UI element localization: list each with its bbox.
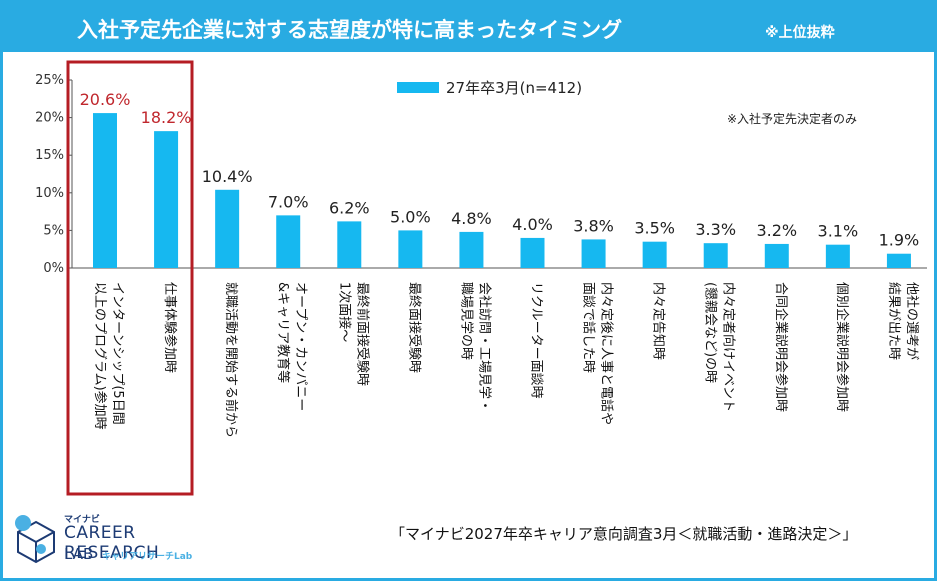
y-tick-label: 0% <box>43 261 64 276</box>
highlight-box <box>66 60 194 496</box>
bar-value-label: 3.5% <box>634 219 675 238</box>
category-label: 内々定後に人事と電話や <box>599 282 615 425</box>
category-label: &キャリア教育等 <box>275 282 291 383</box>
category-label: リクルーター面談時 <box>529 282 545 399</box>
category-label: インターンシップ(5日間 <box>110 282 125 425</box>
category-label: 合同企業説明会参加時 <box>773 282 789 412</box>
chart-subtitle: ※上位抜粋 <box>765 24 835 41</box>
category-label: 以上のプログラム)参加時 <box>92 282 108 430</box>
legend: 27年卒3月(n=412) <box>397 79 582 97</box>
bar-value-label: 7.0% <box>268 192 309 211</box>
bar-value-label: 6.2% <box>329 198 370 217</box>
bar <box>825 244 850 268</box>
bar <box>581 239 606 268</box>
category-label: 面談で話した時 <box>581 282 597 373</box>
bars-group <box>93 113 911 268</box>
bar <box>398 230 423 268</box>
bar-value-label: 3.2% <box>756 221 797 240</box>
footnote: ※入社予定先決定者のみ <box>727 112 858 126</box>
category-label: 個別企業説明会参加時 <box>834 282 850 412</box>
bar-value-label: 4.0% <box>512 215 553 234</box>
bar-value-label: 3.8% <box>573 216 614 235</box>
bar <box>520 237 545 268</box>
bar <box>642 241 667 268</box>
chart-title: 入社予定先企業に対する志望度が特に高まったタイミング <box>77 18 622 42</box>
logo-lab-text: LAB <box>64 545 94 563</box>
y-tick-label: 5% <box>43 223 64 238</box>
logo-sub-text: キャリアリサーチLab <box>102 552 193 562</box>
bar <box>703 243 728 268</box>
bar <box>154 131 179 268</box>
career-research-lab-logo: マイナビ CAREER RESEARCH LAB キャリアリサーチLab <box>14 512 214 572</box>
bar <box>764 243 789 268</box>
y-tick-label: 10% <box>35 186 64 201</box>
category-label: 最終面接受験時 <box>406 282 422 373</box>
logo-title-text: CAREER RESEARCH <box>64 523 160 563</box>
category-label: オープン・カンパニー <box>293 282 308 411</box>
bar-value-label: 1.9% <box>879 231 920 250</box>
value-labels-group: 20.6% 18.2% 10.4% 7.0% 6.2% 5.0% 4.8% 4.0% 3.8% 3… <box>80 90 920 250</box>
title-bar <box>0 0 937 52</box>
category-label: 会社訪問・工場見学・ <box>476 282 492 412</box>
category-label: 1次面接～ <box>336 282 352 342</box>
bar-value-label: 20.6% <box>80 90 131 109</box>
category-label: 内々定者向けイベント <box>721 282 737 412</box>
bar <box>276 215 301 268</box>
category-label: 仕事体験参加時 <box>162 282 178 373</box>
bar <box>215 189 240 268</box>
bar-value-label: 4.8% <box>451 209 492 228</box>
y-tick-label: 25% <box>35 73 64 88</box>
bar-value-label: 18.2% <box>141 108 192 127</box>
category-label: (懇親会など)の時 <box>703 282 719 383</box>
source-citation: 「マイナビ2027年卒キャリア意向調査3月＜就職活動・進路決定＞」 <box>390 525 858 543</box>
logo-mynavi-text: マイナビ <box>64 515 100 525</box>
y-tick-label: 20% <box>35 111 64 126</box>
bar <box>886 253 911 268</box>
cube-logo-icon <box>15 515 55 564</box>
legend-label: 27年卒3月(n=412) <box>446 79 582 97</box>
bar <box>337 221 362 268</box>
category-label: 最終前面接受験時 <box>354 282 370 386</box>
bar-value-label: 3.3% <box>695 220 736 239</box>
bar-value-label: 5.0% <box>390 207 431 226</box>
bar <box>459 231 484 268</box>
y-tick-label: 15% <box>35 148 64 163</box>
category-label: 結果が出た時 <box>886 282 901 360</box>
category-label: 他社の選考が <box>904 282 920 360</box>
bar-value-label: 10.4% <box>202 167 253 186</box>
bar <box>93 113 117 268</box>
category-label: 職場見学の時 <box>458 282 474 360</box>
category-label: 就職活動を開始する前から <box>223 282 239 438</box>
bar-value-label: 3.1% <box>818 222 859 241</box>
legend-swatch <box>397 82 439 93</box>
category-label: 内々定告知時 <box>651 282 667 360</box>
